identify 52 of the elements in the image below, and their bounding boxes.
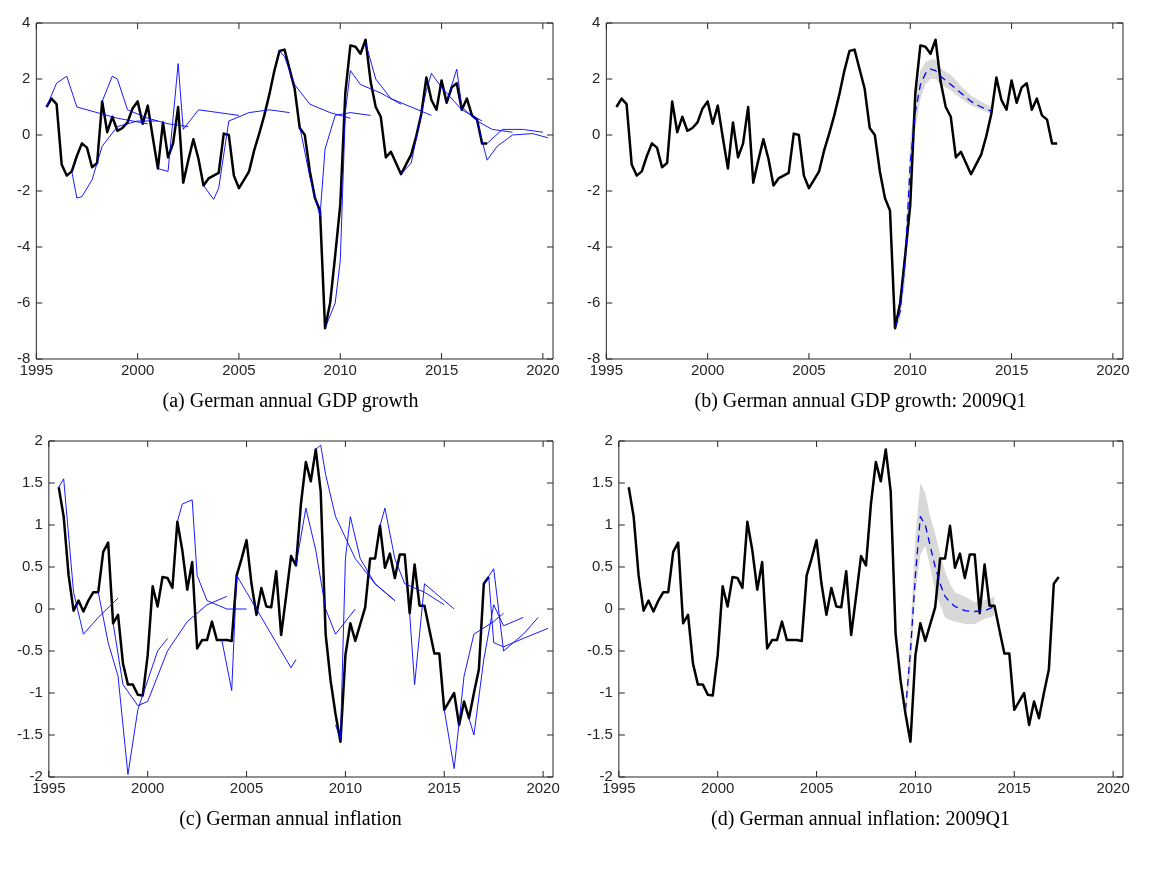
y-tick-label: -2 (586, 181, 600, 199)
y-tick-label: 1 (34, 515, 43, 533)
x-tick-label: 2000 (690, 361, 724, 379)
y-tick-label: 4 (591, 13, 600, 31)
y-tick-label: 2 (21, 69, 30, 87)
y-tick-label: 0 (34, 599, 43, 617)
y-tick-label: -4 (16, 237, 30, 255)
x-tick-label: 2020 (1095, 779, 1130, 797)
x-tick-label: 2000 (120, 361, 154, 379)
x-tick-label: 2020 (525, 361, 560, 379)
y-tick-label: 2 (591, 69, 600, 87)
y-tick-label: 0 (591, 125, 600, 143)
y-tick-label: 2 (34, 431, 43, 449)
x-tick-label: 2015 (994, 361, 1028, 379)
y-tick-label: 2 (604, 431, 613, 449)
x-tick-label: 2015 (427, 779, 461, 797)
x-tick-label: 2010 (898, 779, 932, 797)
text: (a) German annual GDP growth (162, 389, 419, 412)
text: (b) German annual GDP growth: 2009Q1 (694, 389, 1027, 412)
y-tick-label: 1 (604, 515, 613, 533)
y-tick-label: 0 (604, 599, 613, 617)
text: (d) German annual inflation: 2009Q1 (711, 807, 1010, 830)
x-tick-label: 2010 (328, 779, 362, 797)
x-tick-label: 2015 (424, 361, 458, 379)
y-tick-label: 0 (21, 125, 30, 143)
x-tick-label: 2000 (700, 779, 734, 797)
y-tick-label: -1 (599, 683, 613, 701)
y-tick-label: 1.5 (21, 473, 43, 491)
y-tick-label: 1.5 (591, 473, 613, 491)
y-tick-label: 0.5 (591, 557, 613, 575)
y-tick-label: 0.5 (21, 557, 43, 575)
y-tick-label: -6 (16, 293, 30, 311)
x-tick-label: 2020 (1095, 361, 1130, 379)
y-tick-label: -1.5 (586, 725, 613, 743)
y-tick-label: -1.5 (16, 725, 43, 743)
x-tick-label: 2015 (997, 779, 1031, 797)
text: (c) German annual inflation (179, 807, 402, 830)
y-tick-label: -6 (586, 293, 600, 311)
y-tick-label: -0.5 (16, 641, 43, 659)
x-tick-label: 2005 (221, 361, 256, 379)
x-tick-label: 2005 (799, 779, 833, 797)
x-tick-label: 2010 (893, 361, 927, 379)
y-tick-label: 4 (21, 13, 30, 31)
y-tick-label: -1 (29, 683, 43, 701)
x-tick-label: 2005 (791, 361, 826, 379)
x-tick-label: 2000 (130, 779, 164, 797)
x-tick-label: 2020 (525, 779, 560, 797)
y-tick-label: -0.5 (586, 641, 613, 659)
x-tick-label: 2005 (229, 779, 263, 797)
y-tick-label: -2 (16, 181, 30, 199)
x-tick-label: 2010 (323, 361, 357, 379)
y-tick-label: -4 (586, 237, 600, 255)
